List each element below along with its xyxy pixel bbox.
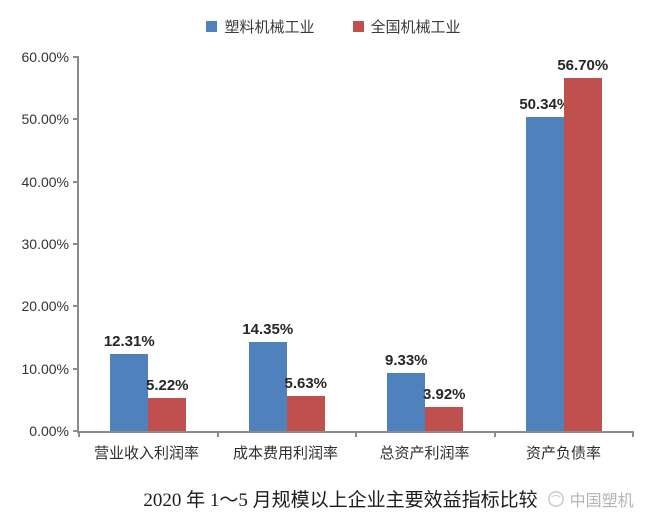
y-tick-label: 20.00% <box>21 298 69 315</box>
bar-group-2: 14.35% 5.63% <box>218 57 357 431</box>
legend-swatch-red-icon <box>352 21 364 32</box>
bar-s2-c4 <box>563 77 602 431</box>
bar-value-label-s2-c1: 5.22% <box>145 377 189 395</box>
x-tick-mark <box>216 431 219 437</box>
y-tick-mark <box>73 367 79 370</box>
bar-value-label-s2-c4: 56.70% <box>557 56 609 74</box>
bar-s1-c4 <box>525 117 564 431</box>
bar-s2-c3 <box>425 406 464 431</box>
x-tick-mark <box>78 431 80 437</box>
bar-pair: 50.34% 56.70% <box>519 57 608 431</box>
bar-group-1: 12.31% 5.22% <box>79 57 218 431</box>
bar-value-label-s1-c3: 9.33% <box>384 351 428 369</box>
category-axis: 营业收入利润率 成本费用利润率 总资产利润率 资产负债率 <box>77 442 633 463</box>
bar-s2-c2 <box>286 395 325 431</box>
y-tick-mark <box>73 243 79 245</box>
bar-s1-c2 <box>248 341 287 431</box>
bar-column: 14.35% <box>242 57 293 431</box>
chart-caption: 2020 年 1～5 月规模以上企业主要效益指标比较 <box>143 490 538 511</box>
bar-value-label-s1-c2: 14.35% <box>242 320 294 338</box>
bar-column: 12.31% <box>104 57 155 431</box>
bar-value-label-s1-c4: 50.34% <box>519 96 571 114</box>
y-tick-label: 10.00% <box>21 360 69 377</box>
bar-s1-c1 <box>110 354 149 431</box>
x-tick-mark <box>632 431 634 437</box>
chart-legend: 塑料机械工业 全国机械工业 <box>0 16 667 37</box>
bar-s2-c1 <box>148 398 187 431</box>
bar-column: 9.33% <box>384 57 428 431</box>
brand-watermark: 中国塑机 <box>547 487 634 511</box>
y-tick-mark <box>73 56 79 58</box>
plot-area: 0.00% 10.00% 20.00% 30.00% 40.00% 50.00% 60.00… <box>22 49 634 439</box>
bar-column: 5.63% <box>284 57 328 431</box>
brand-logo-icon <box>547 490 565 508</box>
bar-pair: 9.33% 3.92% <box>384 57 466 431</box>
category-label-3: 总资产利润率 <box>379 446 470 462</box>
y-tick-label: 30.00% <box>21 236 69 252</box>
legend-item-plastic-machinery: 塑料机械工业 <box>206 16 315 37</box>
category-label-1: 营业收入利润率 <box>93 446 199 462</box>
bar-s1-c3 <box>387 372 426 431</box>
bar-value-label-s1-c1: 12.31% <box>103 333 155 351</box>
legend-label-national-machinery: 全国机械工业 <box>370 20 461 36</box>
y-tick-label: 0.00% <box>29 423 69 439</box>
bar-groups: 12.31% 5.22% 14.35% 5.63% 9.33% 3.92% 50.34% 56… <box>79 57 633 431</box>
bar-column: 50.34% <box>519 57 570 431</box>
bar-value-label-s2-c3: 3.92% <box>422 385 466 403</box>
category-label-2: 成本费用利润率 <box>232 446 338 462</box>
legend-swatch-blue-icon <box>206 21 218 32</box>
bar-group-4: 50.34% 56.70% <box>495 57 634 431</box>
y-tick-mark <box>73 118 79 121</box>
brand-name: 中国塑机 <box>569 492 634 510</box>
bar-column: 5.22% <box>145 57 189 431</box>
caption-row: 2020 年 1～5 月规模以上企业主要效益指标比较 中国塑机 <box>0 485 667 512</box>
y-tick-mark <box>73 180 79 183</box>
bar-value-label-s2-c2: 5.63% <box>284 374 328 392</box>
legend-item-national-machinery: 全国机械工业 <box>352 16 461 37</box>
bar-column: 56.70% <box>557 57 608 431</box>
y-tick-label: 50.00% <box>21 111 69 128</box>
legend-label-plastic-machinery: 塑料机械工业 <box>224 20 315 36</box>
bar-pair: 14.35% 5.63% <box>242 57 328 431</box>
y-tick-mark <box>73 305 79 308</box>
x-tick-mark <box>355 431 357 437</box>
bar-column: 3.92% <box>422 57 466 431</box>
y-tick-label: 40.00% <box>21 173 69 190</box>
bar-group-3: 9.33% 3.92% <box>356 57 495 431</box>
category-label-4: 资产负债率 <box>525 446 601 462</box>
x-tick-mark <box>493 431 496 437</box>
y-tick-mark <box>73 430 79 432</box>
y-tick-label: 60.00% <box>21 49 69 65</box>
bar-pair: 12.31% 5.22% <box>104 57 189 431</box>
